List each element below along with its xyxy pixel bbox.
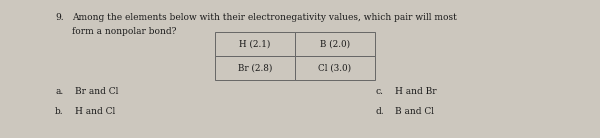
Text: Cl (3.0): Cl (3.0) xyxy=(319,63,352,72)
Text: H and Cl: H and Cl xyxy=(75,107,115,116)
Text: d.: d. xyxy=(375,107,383,116)
Text: b.: b. xyxy=(55,107,64,116)
Bar xyxy=(295,32,375,56)
Text: c.: c. xyxy=(375,87,383,96)
Text: form a nonpolar bond?: form a nonpolar bond? xyxy=(72,27,176,36)
Bar xyxy=(295,56,375,80)
Text: B (2.0): B (2.0) xyxy=(320,39,350,48)
Bar xyxy=(215,32,295,56)
Bar xyxy=(215,56,295,80)
Text: H (2.1): H (2.1) xyxy=(239,39,271,48)
Text: Br and Cl: Br and Cl xyxy=(75,87,118,96)
Text: H and Br: H and Br xyxy=(395,87,437,96)
Text: Among the elements below with their electronegativity values, which pair will mo: Among the elements below with their elec… xyxy=(72,13,457,22)
Text: Br (2.8): Br (2.8) xyxy=(238,63,272,72)
Text: 9.: 9. xyxy=(55,13,64,22)
Text: B and Cl: B and Cl xyxy=(395,107,434,116)
Text: a.: a. xyxy=(55,87,63,96)
